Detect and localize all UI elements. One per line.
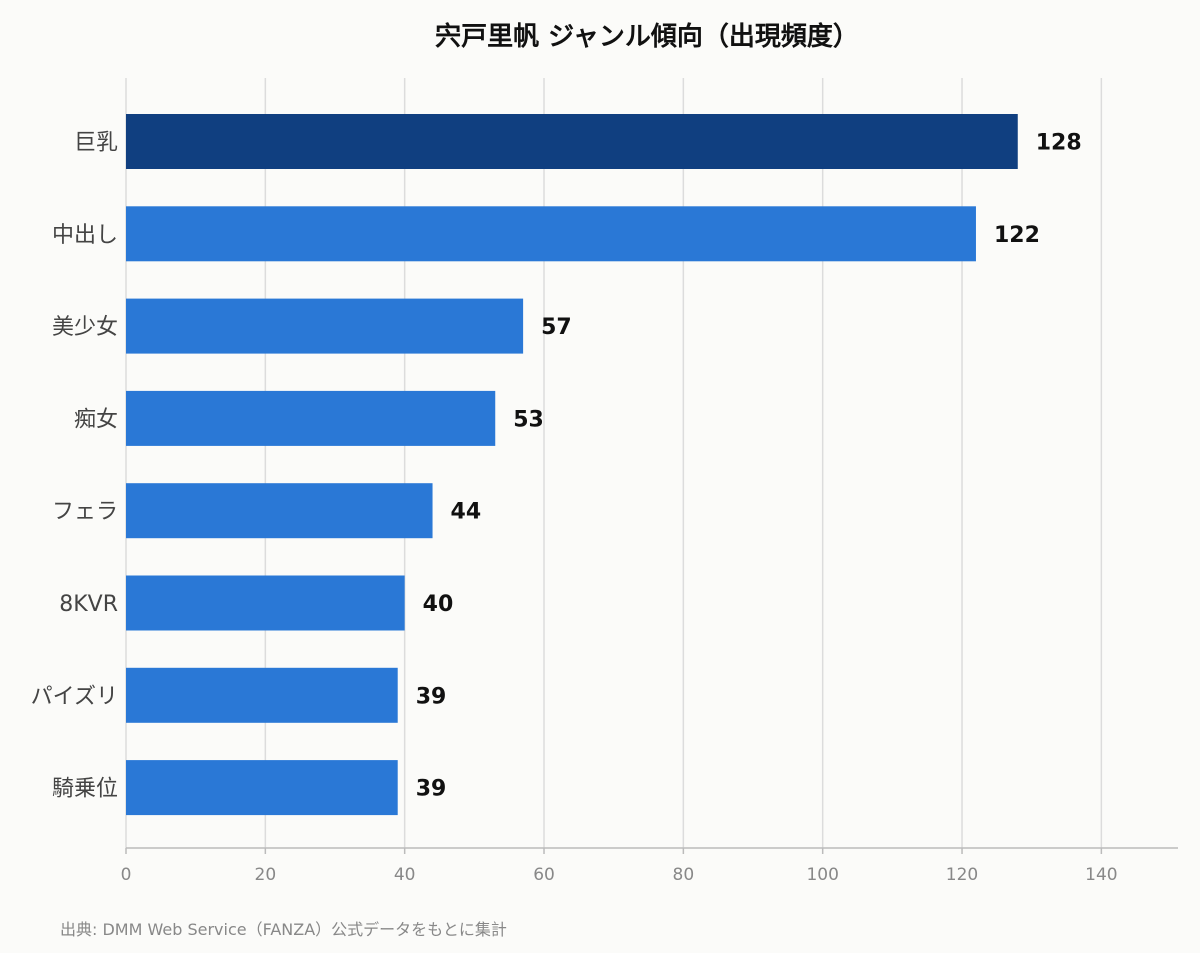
x-tick-label: 20 — [255, 865, 277, 885]
value-label: 57 — [541, 315, 572, 340]
category-label: フェラ — [52, 500, 118, 525]
bar — [126, 206, 976, 262]
category-label: 騎乗位 — [52, 777, 118, 802]
bar — [126, 667, 398, 723]
x-tick-label: 60 — [533, 865, 555, 885]
bar — [126, 575, 405, 631]
bar — [126, 114, 1018, 169]
chart-title: 宍戸里帆 ジャンル傾向（出現頻度） — [435, 21, 859, 52]
bar — [126, 298, 524, 354]
x-tick-label: 120 — [946, 865, 978, 885]
category-label: パイズリ — [31, 684, 118, 709]
category-label: 美少女 — [52, 315, 118, 340]
x-tick-label: 80 — [673, 865, 695, 885]
x-axis: 0 20 40 60 80 100 120 140 — [121, 847, 1178, 885]
grid-layer — [125, 78, 1103, 848]
x-tick-label: 140 — [1085, 865, 1117, 885]
value-label: 40 — [423, 592, 454, 617]
category-label: 中出し — [52, 223, 118, 248]
value-label: 128 — [1036, 131, 1082, 156]
bar — [126, 760, 398, 816]
bar — [126, 483, 433, 539]
category-label: 巨乳 — [74, 131, 118, 156]
category-label: 8KVR — [59, 592, 118, 617]
value-label: 39 — [416, 684, 447, 709]
x-tick-label: 40 — [394, 865, 416, 885]
value-label: 39 — [416, 777, 447, 802]
category-label: 痴女 — [74, 407, 118, 432]
x-tick-label: 100 — [806, 865, 838, 885]
source-note: 出典: DMM Web Service（FANZA）公式データをもとに集計 — [60, 920, 507, 939]
value-label: 44 — [451, 500, 482, 525]
value-label: 53 — [513, 407, 544, 432]
value-label: 122 — [994, 223, 1040, 248]
x-tick-label: 0 — [121, 865, 132, 885]
bar-layer: 巨乳 128 中出し 122 美少女 57 痴女 53 フェラ 44 8KVR 40 パイズリ 39 騎乗位… — [31, 114, 1082, 816]
bar — [126, 390, 496, 446]
